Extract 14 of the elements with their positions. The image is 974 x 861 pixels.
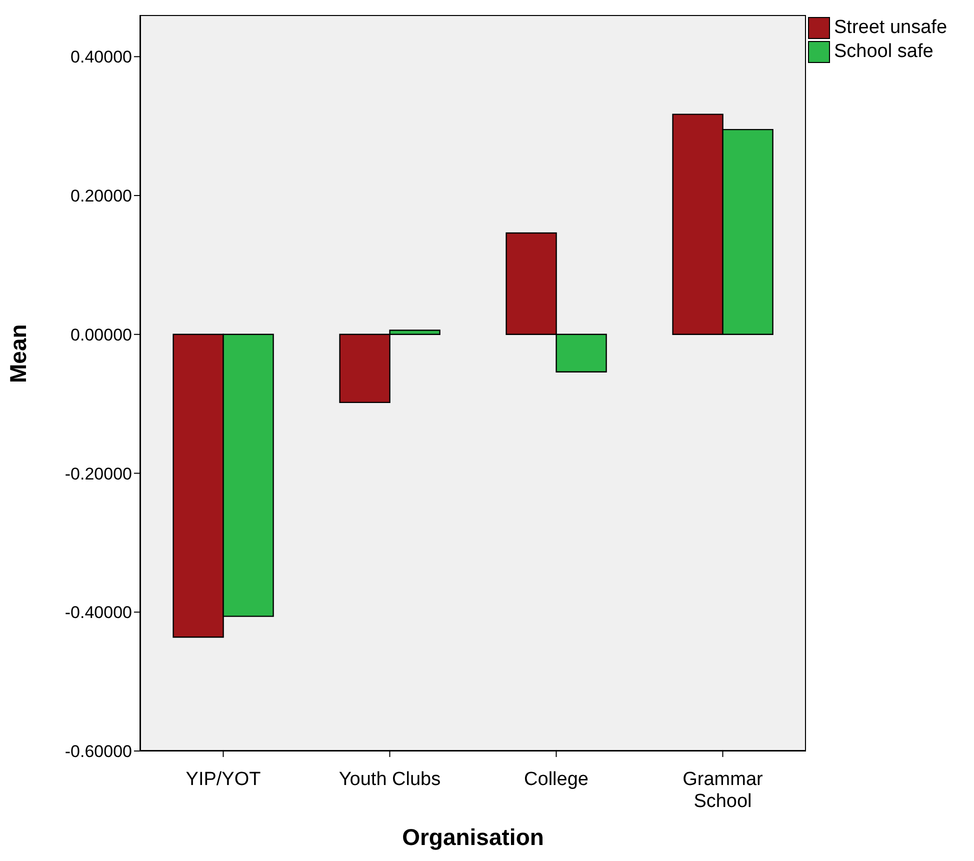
y-tick-label: 0.20000 (70, 186, 132, 206)
y-tick-label: 0.00000 (70, 325, 132, 344)
x-tick-label: Youth Clubs (338, 769, 441, 790)
y-tick-label: -0.60000 (64, 742, 132, 762)
legend-label: School safe (834, 41, 934, 63)
x-tick-label: College (524, 769, 588, 790)
x-tick-label: Grammar School (682, 769, 764, 812)
x-axis-title: Organisation (402, 824, 544, 850)
y-tick-label: 0.40000 (70, 48, 132, 67)
legend-label: Street unsafe (834, 17, 948, 39)
y-tick-label: -0.20000 (64, 464, 132, 484)
x-tick-label: YIP/YOT (186, 769, 262, 790)
y-tick-label: -0.40000 (64, 603, 132, 622)
y-axis-title: Mean (5, 324, 32, 383)
